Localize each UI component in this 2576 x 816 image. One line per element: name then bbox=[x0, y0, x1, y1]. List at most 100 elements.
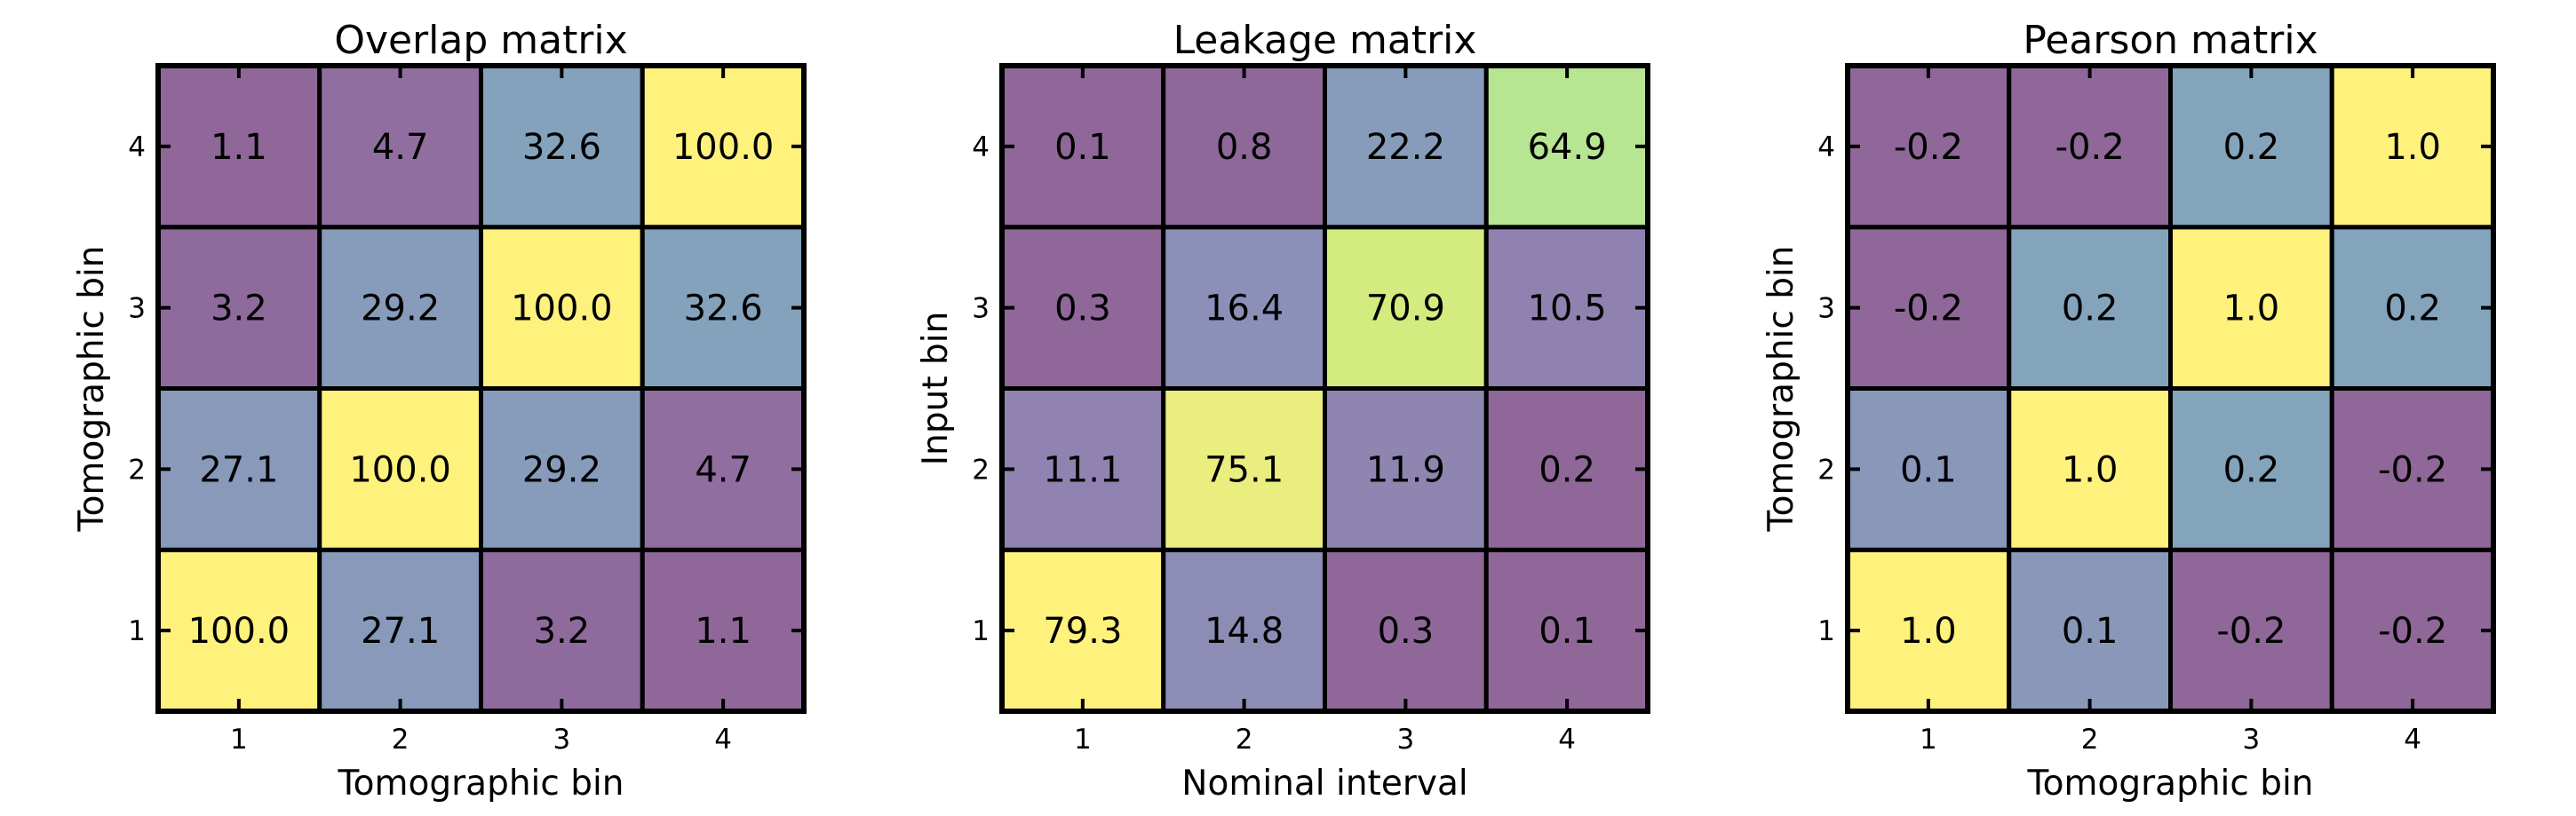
cell-value-label: -0.2 bbox=[2055, 127, 2125, 168]
heatmap-panel-1: 100.0 27.1 3.2 1.1 27.1 100.0 29.2 4.7 3.2 29.2 10… bbox=[72, 18, 807, 804]
y-tick-label: 2 bbox=[972, 454, 990, 486]
cell-value-label: 0.2 bbox=[2384, 289, 2441, 329]
cell-value-label: 14.8 bbox=[1205, 611, 1284, 652]
cell-value-label: 100.0 bbox=[511, 289, 613, 329]
y-tick-label: 3 bbox=[1817, 293, 1835, 325]
cell-value-label: 100.0 bbox=[349, 449, 451, 490]
heatmap-cell bbox=[1323, 386, 1489, 552]
cell-value-label: 100.0 bbox=[672, 127, 775, 168]
cell-value-label: 0.2 bbox=[2062, 289, 2119, 329]
heatmap-cell bbox=[1845, 225, 2012, 391]
cell-value-label: 3.2 bbox=[211, 289, 267, 329]
heatmap-cell bbox=[155, 63, 322, 230]
x-tick-label: 3 bbox=[2243, 724, 2261, 756]
x-tick-label: 4 bbox=[714, 724, 732, 756]
axes-frame bbox=[155, 63, 807, 714]
y-tick-label: 2 bbox=[1817, 454, 1835, 486]
axes-frame bbox=[1845, 63, 2496, 714]
heatmap-cell bbox=[1845, 386, 2012, 552]
cell-value-label: 29.2 bbox=[361, 289, 440, 329]
cell-value-label: 10.5 bbox=[1528, 289, 1607, 329]
x-tick-label: 3 bbox=[553, 724, 571, 756]
x-tick-label: 3 bbox=[1397, 724, 1415, 756]
heatmap-cell bbox=[640, 225, 807, 391]
cell-value-label: -0.2 bbox=[2378, 611, 2447, 652]
heatmap-cell bbox=[640, 63, 807, 230]
x-axis-label: Tomographic bin bbox=[2026, 764, 2313, 804]
cell-value-label: 0.3 bbox=[1054, 289, 1111, 329]
cell-value-label: 100.0 bbox=[188, 611, 290, 652]
cell-value-label: 1.0 bbox=[1900, 611, 1957, 652]
heatmap-cell bbox=[2329, 386, 2496, 552]
heatmap-cell bbox=[1323, 63, 1489, 230]
x-tick-label: 1 bbox=[1074, 724, 1092, 756]
heatmap-cell bbox=[317, 225, 483, 391]
cell-value-label: 0.2 bbox=[2223, 127, 2280, 168]
axes-frame bbox=[999, 63, 1650, 714]
cell-value-label: 70.9 bbox=[1366, 289, 1445, 329]
cell-value-label: 1.0 bbox=[2223, 289, 2280, 329]
heatmap-panel-2: 79.3 14.8 0.3 0.1 11.1 75.1 11.9 0.2 0.3 16.4 70.9… bbox=[916, 18, 1650, 804]
x-tick-label: 2 bbox=[2081, 724, 2099, 756]
y-axis-label: Tomographic bin bbox=[1761, 245, 1801, 532]
cell-value-label: 29.2 bbox=[522, 449, 601, 490]
cell-value-label: 22.2 bbox=[1366, 127, 1445, 168]
cell-value-label: -0.2 bbox=[1894, 289, 1963, 329]
cell-value-label: 4.7 bbox=[695, 449, 751, 490]
heatmap-cell bbox=[2007, 63, 2173, 230]
y-tick-label: 4 bbox=[1817, 131, 1835, 163]
cell-value-label: -0.2 bbox=[1894, 127, 1963, 168]
y-tick-label: 1 bbox=[128, 615, 146, 647]
heatmap-cell bbox=[479, 386, 645, 552]
cell-value-label: 0.2 bbox=[2223, 449, 2280, 490]
chart-title: Pearson matrix bbox=[2023, 18, 2318, 63]
cell-value-label: 79.3 bbox=[1043, 611, 1122, 652]
y-axis-label: Tomographic bin bbox=[72, 245, 112, 532]
cell-value-label: 11.9 bbox=[1366, 449, 1445, 490]
cell-value-label: 32.6 bbox=[684, 289, 763, 329]
cell-value-label: 4.7 bbox=[372, 127, 429, 168]
y-tick-label: 4 bbox=[972, 131, 990, 163]
x-axis-label: Nominal interval bbox=[1181, 764, 1467, 804]
cell-value-label: 16.4 bbox=[1205, 289, 1284, 329]
heatmap-cell bbox=[1161, 63, 1327, 230]
heatmap-cell bbox=[999, 225, 1166, 391]
heatmap-cell bbox=[2168, 63, 2334, 230]
heatmap-cell bbox=[1483, 386, 1650, 552]
x-tick-label: 2 bbox=[392, 724, 409, 756]
cell-value-label: 0.8 bbox=[1216, 127, 1273, 168]
x-tick-label: 1 bbox=[1920, 724, 1937, 756]
x-tick-label: 1 bbox=[230, 724, 248, 756]
y-tick-label: 2 bbox=[128, 454, 146, 486]
cell-value-label: 3.2 bbox=[534, 611, 591, 652]
cell-value-label: 27.1 bbox=[361, 611, 440, 652]
cell-value-label: 11.1 bbox=[1043, 449, 1122, 490]
heatmap-cell bbox=[317, 386, 483, 552]
y-tick-label: 1 bbox=[972, 615, 990, 647]
y-tick-label: 4 bbox=[128, 131, 146, 163]
heatmap-cell bbox=[640, 386, 807, 552]
heatmap-cell bbox=[2007, 225, 2173, 391]
y-tick-label: 1 bbox=[1817, 615, 1835, 647]
heatmap-cell bbox=[2007, 547, 2173, 714]
cell-value-label: 1.0 bbox=[2384, 127, 2441, 168]
cell-value-label: 32.6 bbox=[522, 127, 601, 168]
x-tick-label: 4 bbox=[1558, 724, 1576, 756]
chart-title: Overlap matrix bbox=[334, 18, 627, 63]
cell-value-label: 75.1 bbox=[1205, 449, 1284, 490]
cell-value-label: 0.1 bbox=[1054, 127, 1111, 168]
cell-value-label: 0.1 bbox=[2062, 611, 2119, 652]
chart-title: Leakage matrix bbox=[1173, 18, 1477, 63]
heatmap-cell bbox=[317, 547, 483, 714]
heatmap-cell bbox=[2168, 386, 2334, 552]
y-axis-label: Input bin bbox=[916, 312, 956, 466]
cell-value-label: -0.2 bbox=[2216, 611, 2286, 652]
heatmap-cell bbox=[155, 386, 322, 552]
heatmap-panel-3: 1.0 0.1 -0.2 -0.2 0.1 1.0 0.2 -0.2 -0.2 0.2 1.0 0.2… bbox=[1761, 18, 2496, 804]
x-axis-label: Tomographic bin bbox=[337, 764, 624, 804]
cell-value-label: 0.1 bbox=[1538, 611, 1595, 652]
cell-value-label: 27.1 bbox=[199, 449, 278, 490]
cell-value-label: 0.3 bbox=[1378, 611, 1435, 652]
cell-value-label: 64.9 bbox=[1528, 127, 1607, 168]
